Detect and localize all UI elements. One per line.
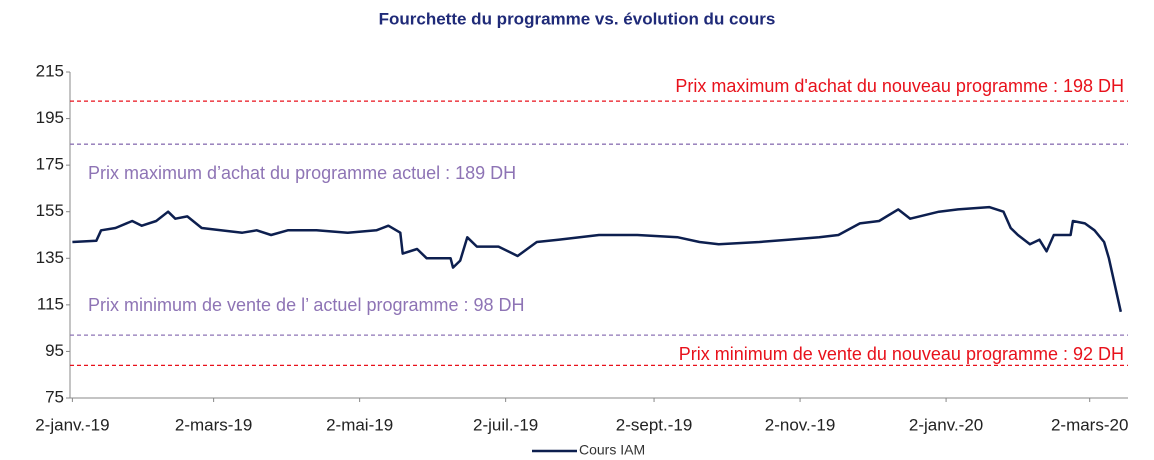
x-tick-label: 2-mai-19 bbox=[326, 415, 393, 434]
y-tick-label: 175 bbox=[36, 155, 64, 174]
x-tick-label: 2-janv.-20 bbox=[909, 415, 983, 434]
x-tick-label: 2-juil.-19 bbox=[473, 415, 538, 434]
annotation: Prix maximum d'achat du nouveau programm… bbox=[675, 76, 1124, 96]
y-tick-label: 195 bbox=[36, 108, 64, 127]
chart-title: Fourchette du programme vs. évolution du… bbox=[379, 9, 776, 28]
annotation: Prix maximum d’achat du programme actuel… bbox=[88, 163, 516, 183]
price-line bbox=[72, 205, 1123, 313]
y-tick-label: 135 bbox=[36, 248, 64, 267]
x-tick-label: 2-janv.-19 bbox=[35, 415, 109, 434]
y-tick-label: 155 bbox=[36, 201, 64, 220]
y-tick-label: 115 bbox=[37, 294, 64, 313]
annotation: Prix minimum de vente du nouveau program… bbox=[679, 344, 1124, 364]
legend-label: Cours IAM bbox=[579, 442, 645, 458]
x-tick-label: 2-nov.-19 bbox=[765, 415, 836, 434]
y-tick-label: 215 bbox=[36, 61, 64, 80]
x-tick-label: 2-mars-19 bbox=[175, 415, 252, 434]
annotation: Prix minimum de vente de l’ actuel progr… bbox=[88, 295, 525, 315]
x-tick-label: 2-sept.-19 bbox=[616, 415, 693, 434]
y-tick-label: 75 bbox=[45, 387, 64, 406]
x-tick-label: 2-mars-20 bbox=[1051, 415, 1128, 434]
y-tick-label: 95 bbox=[45, 341, 64, 360]
